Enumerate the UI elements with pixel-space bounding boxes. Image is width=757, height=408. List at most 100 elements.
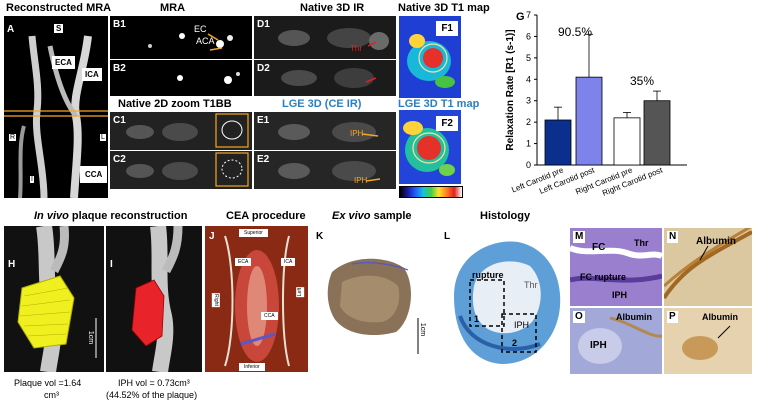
panel-b2-mra: B2 — [110, 60, 252, 96]
panel-d2-native-ir: D2 — [254, 60, 396, 96]
panel-k-label: K — [316, 231, 324, 242]
n-label-albumin: Albumin — [696, 236, 736, 247]
j-label-superior: Superior — [239, 229, 268, 237]
bar — [575, 76, 603, 166]
panel-o-label: O — [573, 311, 585, 323]
title-reconstructed-mra: Reconstructed MRA — [6, 2, 112, 14]
o-label-albumin: Albumin — [616, 312, 652, 322]
y-axis-label: Relaxation Rate [R1 (s-1)] — [505, 29, 516, 150]
caption-iph-vol-2: (44.52% of the plaque) — [106, 390, 198, 400]
y-tick-label: 2 — [526, 117, 531, 127]
panel-k-ex-vivo-sample: K 1cm — [312, 226, 436, 372]
panel-i-label: I — [110, 259, 113, 270]
y-tick-label: 1 — [526, 139, 531, 149]
mra-label-eca: ECA — [52, 56, 75, 69]
title-ex-vivo-prefix: Ex vivo — [332, 210, 371, 222]
panel-h-label: H — [8, 259, 16, 270]
title-in-vivo-prefix: In vivo — [34, 210, 69, 222]
panel-c2-label: C2 — [113, 154, 126, 165]
panel-g-chart: 0 1 2 3 4 5 6 7 Relaxation Rate [R1 (s-1)] Left C… — [470, 6, 750, 206]
panel-e2-lge: E2 IPH — [254, 151, 396, 189]
title-ex-vivo-rest: sample — [370, 210, 412, 222]
title-histology: Histology — [480, 210, 531, 222]
mra-label-cca: CCA — [80, 166, 108, 183]
title-in-vivo: In vivo plaque reconstruction — [34, 210, 187, 222]
caption-iph-vol-1: IPH vol = 0.73cm³ — [118, 378, 190, 388]
annotation-left-percent: 90.5% — [558, 25, 592, 39]
panel-p-label: P — [667, 311, 678, 323]
panel-a-mra-reconstruction: A S ECA ICA R L I CCA — [4, 16, 108, 198]
panel-c1-native-2d: C1 — [110, 112, 252, 150]
h-scale-label: 1cm — [87, 330, 95, 345]
title-native-2d-zoom: Native 2D zoom T1BB — [118, 98, 232, 110]
bar — [643, 100, 671, 166]
title-mra: MRA — [160, 2, 186, 14]
panel-f2-lge-t1-map: F2 — [399, 110, 461, 184]
panel-b1-label: B1 — [113, 19, 126, 30]
panel-h-plaque-reconstruction: H 1cm — [4, 226, 104, 372]
y-tick-label: 3 — [526, 96, 531, 106]
l-label-1: 1 — [474, 314, 480, 324]
title-native-3d-t1-map: Native 3D T1 map — [398, 2, 490, 14]
panel-n-label: N — [667, 231, 679, 243]
panel-o-albumin: O Albumin IPH — [570, 308, 662, 374]
title-lge-3d: LGE 3D (CE IR) — [282, 98, 362, 110]
mra-label-r: R — [9, 134, 17, 141]
panel-e1-label: E1 — [257, 115, 270, 126]
bar — [613, 117, 641, 166]
caption-plaque-vol-2: cm³ — [44, 390, 59, 400]
j-label-right: Right — [211, 293, 220, 307]
mra-vessel-image — [4, 35, 108, 198]
j-label-ica: ICA — [281, 258, 296, 266]
b1-label-ec: EC — [194, 24, 207, 34]
panel-e1-lge: E1 IPH — [254, 112, 396, 150]
panel-c2-native-2d: C2 — [110, 151, 252, 189]
l-label-rupture: rupture — [472, 270, 504, 280]
title-in-vivo-rest: plaque reconstruction — [68, 210, 188, 222]
j-label-eca: ECA — [235, 258, 252, 266]
panel-i-iph-reconstruction: I — [106, 226, 202, 372]
o-label-iph: IPH — [590, 340, 607, 351]
annotation-right-percent: 35% — [630, 74, 654, 88]
m-label-thr: Thr — [634, 238, 649, 248]
panel-f1-label: F1 — [436, 21, 458, 36]
l-label-iph: IPH — [514, 320, 530, 330]
panel-d1-native-ir: D1 Thr — [254, 16, 396, 59]
bar — [544, 119, 572, 166]
panel-c1-label: C1 — [113, 115, 126, 126]
mra-label-i: I — [30, 176, 34, 183]
mra-label-l: L — [100, 134, 106, 141]
panel-b2-label: B2 — [113, 63, 126, 74]
panel-j-cea-procedure: J Superior ECA ICA Right Left CCA Inferi… — [205, 226, 308, 372]
panel-l-label: L — [444, 231, 451, 242]
l-label-thr: Thr — [524, 280, 538, 290]
e1-label-iph: IPH — [350, 129, 364, 138]
e2-label-iph: IPH — [354, 176, 368, 185]
panel-f1-t1-map: F1 — [399, 16, 461, 98]
panel-d2-label: D2 — [257, 63, 270, 74]
panel-j-label: J — [209, 231, 215, 242]
title-native-3d-ir: Native 3D IR — [300, 2, 365, 14]
caption-plaque-vol-1: Plaque vol =1.64 — [14, 378, 82, 388]
panel-g-label: G — [516, 11, 525, 23]
m-label-fc-rupture: FC rupture — [580, 272, 626, 282]
y-tick-label: 4 — [526, 74, 531, 84]
panel-m-label: M — [573, 231, 586, 243]
panel-f2-label: F2 — [436, 116, 458, 131]
j-label-inferior: Inferior — [239, 363, 265, 371]
title-cea-procedure: CEA procedure — [226, 210, 306, 222]
m-label-iph: IPH — [612, 290, 628, 300]
m-label-fc: FC — [592, 242, 606, 253]
y-tick-label: 5 — [526, 53, 531, 63]
panel-p-albumin: P Albumin — [664, 308, 752, 374]
panel-b1-mra: B1 EC ACA — [110, 16, 252, 59]
panel-m-histology-zoom: M FC Thr FC rupture IPH — [570, 228, 662, 306]
title-ex-vivo: Ex vivo sample — [332, 210, 412, 222]
t1-colorbar — [399, 186, 463, 198]
y-tick-label: 6 — [526, 31, 531, 41]
k-scale-label: 1cm — [419, 322, 427, 337]
panel-e2-label: E2 — [257, 154, 270, 165]
panel-n-albumin: N Albumin — [664, 228, 752, 306]
mra-label-ica: ICA — [82, 68, 102, 81]
